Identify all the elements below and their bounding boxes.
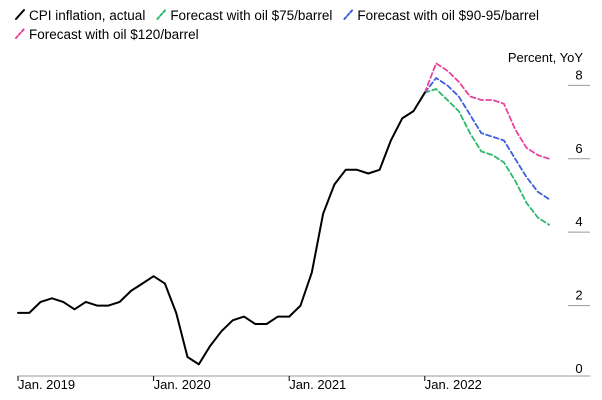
- series-line-forecast-with-oil-120-barrel: [423, 62, 550, 160]
- legend-label: Forecast with oil $75/barrel: [170, 8, 332, 23]
- axes: Jan. 2019 Jan. 2020 Jan. 2021 Jan. 2022 0 2 4 6…: [17, 50, 590, 392]
- series-line-cpi-inflation-actual: [17, 91, 426, 366]
- legend-label: Forecast with oil $90-95/barrel: [357, 8, 539, 23]
- x-tick-label: Jan. 2020: [154, 377, 211, 392]
- legend-item-cpi-inflation-actual: CPI inflation, actual: [15, 8, 145, 23]
- legend-item-forecast-with-oil-90-95-barrel: Forecast with oil $90-95/barrel: [343, 8, 539, 23]
- legend-swatch: [15, 28, 25, 39]
- y-axis-label: Percent, YoY: [508, 50, 583, 65]
- x-tick-label: Jan. 2022: [425, 377, 482, 392]
- series-line-forecast-with-oil-90-95-barrel: [423, 77, 550, 201]
- legend-swatch: [15, 9, 25, 20]
- legend-swatch: [156, 9, 167, 20]
- series-line-forecast-with-oil-75-barrel: [423, 88, 550, 226]
- x-tick-label: Jan. 2019: [18, 377, 75, 392]
- legend-swatch: [343, 9, 354, 20]
- y-tick-label: 4: [575, 214, 582, 229]
- legend-item-forecast-with-oil-120-barrel: Forecast with oil $120/barrel: [15, 27, 199, 42]
- y-tick-label: 8: [575, 67, 582, 82]
- legend: CPI inflation, actual Forecast with oil $…: [15, 8, 539, 42]
- y-tick-label: 0: [575, 361, 582, 376]
- y-tick-label: 6: [575, 141, 582, 156]
- x-tick-label: Jan. 2021: [289, 377, 346, 392]
- legend-label: Forecast with oil $120/barrel: [29, 27, 199, 42]
- legend-label: CPI inflation, actual: [29, 8, 145, 23]
- series-lines: [17, 62, 550, 366]
- legend-item-forecast-with-oil-75-barrel: Forecast with oil $75/barrel: [156, 8, 332, 23]
- y-tick-label: 2: [575, 288, 582, 303]
